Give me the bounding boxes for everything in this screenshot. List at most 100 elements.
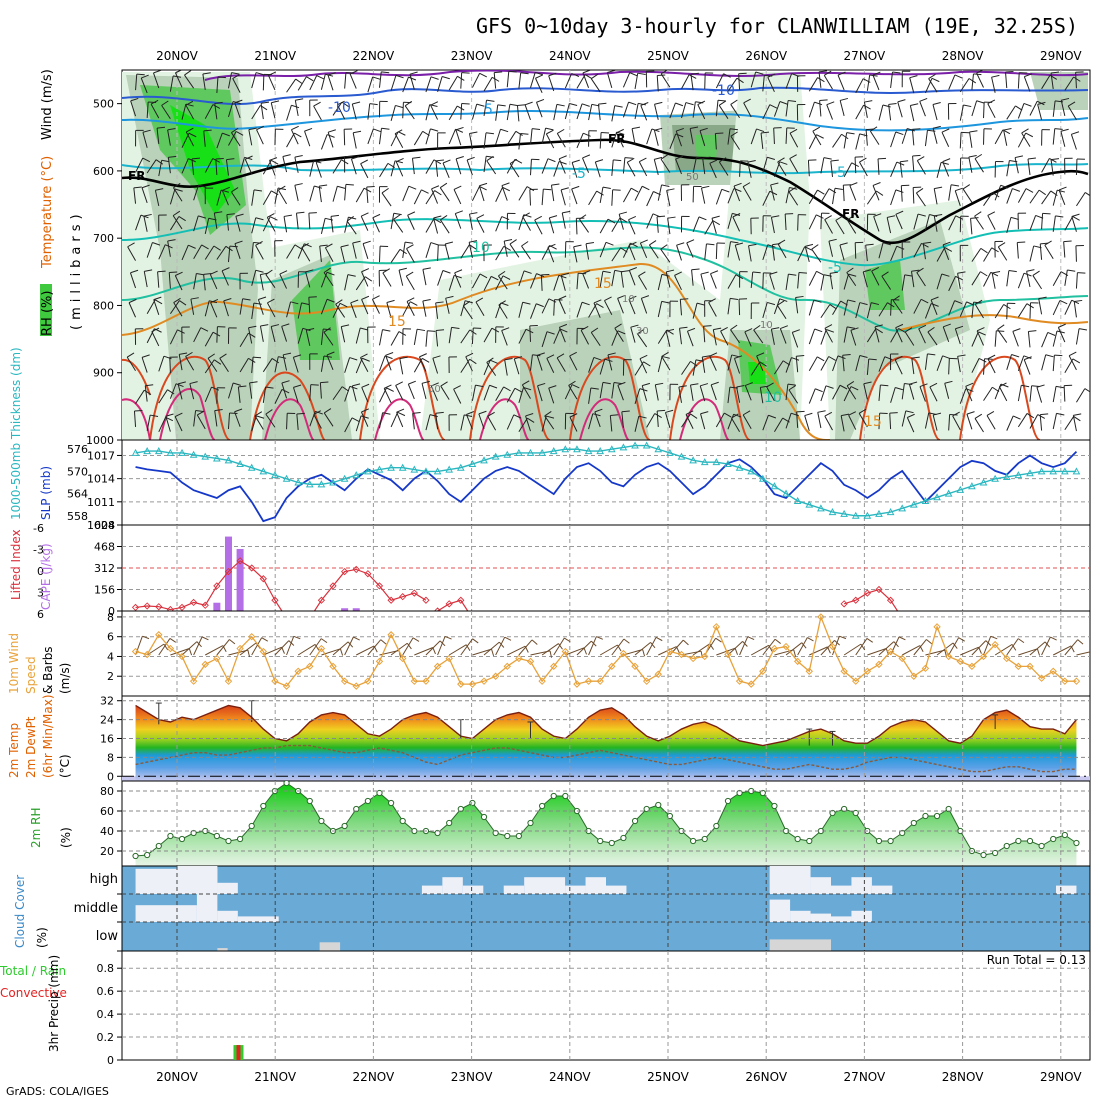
wind10m-barb	[402, 637, 414, 656]
wind-barb	[167, 240, 171, 257]
wind-barb	[189, 381, 198, 385]
wind-barb	[332, 186, 338, 202]
wind-barb	[895, 210, 904, 215]
cape-bar	[236, 548, 244, 611]
axis-tick-label: 60	[100, 805, 114, 818]
wind-barb	[710, 273, 717, 289]
wind-barb	[1017, 272, 1025, 289]
wind-barb	[631, 126, 641, 130]
rh2m-point	[620, 834, 627, 842]
wind-barb	[1029, 302, 1032, 319]
wind-barb	[855, 355, 861, 372]
wind-barb	[911, 269, 920, 272]
wind-barb	[466, 411, 475, 415]
wind-barb	[759, 361, 767, 367]
thickness-point	[991, 474, 999, 482]
wind-barb	[933, 188, 938, 205]
wind-barb	[1006, 217, 1012, 233]
axis-tick-label: 0	[37, 565, 44, 578]
wind-barb	[785, 357, 792, 373]
wind-barb	[829, 273, 834, 290]
date-tick-label: 21NOV	[254, 49, 296, 63]
wind-barb	[244, 159, 253, 175]
panel-ylabel: (°C)	[58, 754, 72, 778]
wind10m-barb	[188, 648, 193, 656]
wind-barb	[998, 386, 1008, 402]
wind-barb	[142, 157, 151, 163]
wind-barb	[832, 385, 841, 400]
wind-barb	[454, 269, 463, 274]
wind10m-barb	[634, 642, 651, 656]
thickness-point	[189, 450, 198, 458]
wind-barb	[231, 127, 239, 133]
wind10m-series	[131, 613, 1090, 690]
cloud-block	[217, 910, 238, 922]
wind-barb	[819, 100, 822, 117]
contour-label: 10	[764, 390, 782, 406]
wind-barb	[204, 300, 210, 317]
wind-barb	[1050, 159, 1054, 176]
wind-barb	[350, 299, 359, 304]
wind-barb	[222, 132, 230, 137]
wind-barb	[604, 300, 613, 316]
wind-barb	[213, 245, 221, 251]
wind-barb	[932, 102, 941, 106]
wind-barb	[408, 185, 417, 190]
wind-barb	[445, 295, 454, 299]
wind10m-barb	[994, 643, 1013, 656]
contour-label: -5	[828, 260, 842, 276]
wind-barb	[169, 188, 176, 205]
wind-barb	[498, 275, 508, 290]
wind-barb	[270, 159, 279, 165]
wind-barb	[1006, 303, 1008, 320]
thickness-point	[968, 482, 976, 490]
wind-barb	[169, 357, 171, 374]
wind-barb	[525, 415, 531, 432]
wind-barb	[265, 409, 273, 415]
wind-barb	[620, 271, 624, 288]
wind-barb	[990, 271, 999, 277]
wind-barb	[657, 409, 666, 412]
wind-barb	[1073, 413, 1082, 416]
wind-barb	[641, 185, 650, 191]
wind-barb	[1017, 355, 1025, 372]
wind-barb	[433, 217, 439, 234]
wind-barb	[1041, 190, 1052, 205]
wind-barb	[168, 272, 171, 289]
contour-minus10	[204, 70, 1089, 81]
wind10m-barb	[507, 645, 526, 656]
wind-barb	[469, 244, 477, 250]
wind-barb	[215, 157, 224, 160]
wind-barb	[557, 128, 565, 134]
wind-barb	[437, 76, 443, 92]
thickness-point	[735, 463, 744, 471]
wind10m-point	[271, 677, 279, 685]
wind-barb	[332, 303, 341, 318]
wind-barb	[931, 77, 940, 83]
wind-barb	[172, 215, 183, 230]
rh2m-point	[992, 849, 999, 857]
wind-barb	[681, 74, 690, 89]
temp-grid	[122, 696, 1090, 781]
wind-barb	[399, 358, 404, 375]
panel-ylabel: (6hr Min/Max)	[41, 695, 55, 779]
axis-tick-label: 0.8	[97, 962, 115, 975]
rh2m-point	[1026, 837, 1034, 845]
wind-barb	[455, 126, 464, 131]
wind-barb	[703, 325, 712, 327]
rh2m-point	[550, 792, 557, 800]
wind-barb	[890, 161, 898, 177]
wind10m-barb	[437, 636, 446, 656]
wind-barb	[762, 415, 769, 431]
wind-barb	[721, 188, 730, 193]
wind-barb	[402, 76, 409, 93]
wind-barb	[569, 416, 578, 432]
wind-barb	[305, 330, 311, 346]
wind-barb	[141, 187, 148, 204]
date-tick-label: 27NOV	[844, 1070, 886, 1084]
wind-barb	[862, 271, 868, 288]
cloud-block	[442, 877, 463, 894]
wind-barb	[161, 105, 171, 120]
axis-tick-label: 0.2	[97, 1031, 115, 1044]
